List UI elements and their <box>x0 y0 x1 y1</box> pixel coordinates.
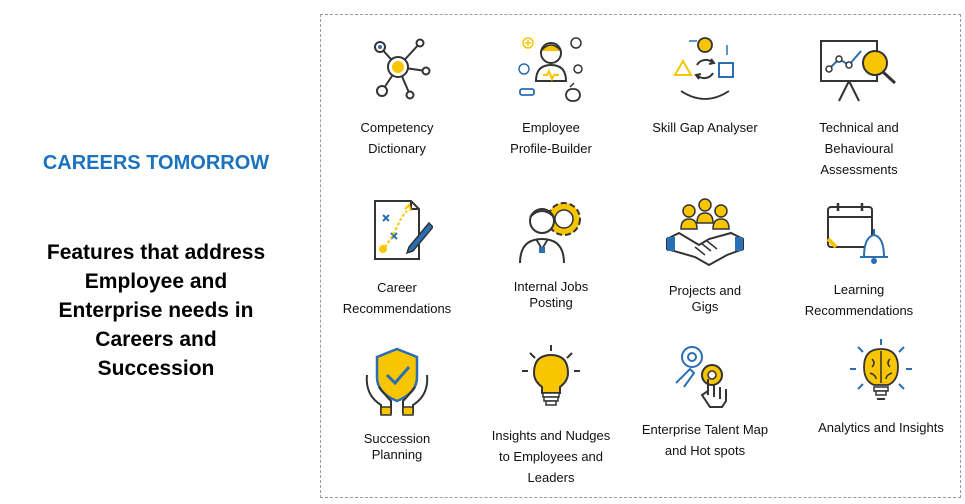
feature-assessments: Technical and Behavioural Assessments <box>781 37 937 180</box>
feature-label-line: Profile-Builder <box>510 141 592 156</box>
feature-label-line: Career <box>377 280 417 295</box>
feature-label-line: Learning <box>833 282 885 297</box>
feature-label-line: Behavioural <box>824 141 894 156</box>
section-heading: CAREERS TOMORROW <box>42 152 270 174</box>
internal-job-icon <box>519 202 581 264</box>
feature-label-line: Dictionary <box>368 141 426 156</box>
feature-label-line: Competency <box>360 120 434 135</box>
feature-internal-jobs-posting: Internal Jobs Posting <box>473 197 629 311</box>
feature-label-line: Employee <box>522 120 580 135</box>
feature-label-line: Enterprise Talent Map <box>641 422 769 437</box>
feature-label-line: Insights and Nudges <box>491 428 611 443</box>
feature-label-line: Recommendations <box>804 303 914 318</box>
section-subheading: Features that address Employee and Enter… <box>14 238 298 383</box>
presentation-chart-icon <box>820 40 897 102</box>
feature-label-line: Internal Jobs <box>513 279 589 294</box>
shield-hands-icon <box>365 347 429 416</box>
feature-label-line: Technical and <box>819 120 899 135</box>
feature-competency-dictionary: Competency Dictionary <box>319 35 475 159</box>
subheading-line: Features that address <box>46 241 266 264</box>
lightbulb-icon <box>522 345 580 406</box>
feature-label-line: Planning <box>371 447 423 462</box>
feature-label-line: Analytics and Insights <box>818 420 944 435</box>
touch-map-icon <box>675 346 727 408</box>
feature-skill-gap-analyser: Skill Gap Analyser <box>627 35 783 138</box>
feature-label-line: Assessments <box>820 162 898 177</box>
calendar-bell-icon <box>826 203 888 264</box>
feature-label-line: and Hot spots <box>664 443 746 458</box>
feature-insights-and-nudges: Insights and Nudges to Employees and Lea… <box>473 345 629 488</box>
subheading-line: Careers and <box>95 328 217 351</box>
feature-learning-recommendations: Learning Recommendations <box>781 199 937 321</box>
network-nodes-icon <box>374 38 431 100</box>
subheading-line: Employee and <box>84 270 228 293</box>
features-panel: Competency Dictionary Employee Profile-B… <box>320 14 961 498</box>
feature-succession-planning: Succession Planning <box>319 345 475 463</box>
subheading-line: Succession <box>97 357 215 380</box>
feature-label-line: Gigs <box>691 299 719 314</box>
feature-label-line: Recommendations <box>342 301 452 316</box>
handshake-team-icon <box>666 198 744 267</box>
feature-label-line: Posting <box>529 295 573 310</box>
feature-label-line: Skill Gap Analyser <box>652 120 758 135</box>
feature-career-recommendations: Career Recommendations <box>319 197 475 319</box>
feature-projects-and-gigs: Projects and Gigs <box>627 197 783 315</box>
brain-bulb-icon <box>850 339 912 400</box>
career-map-icon <box>374 200 433 260</box>
feature-analytics-and-insights: Analytics and Insights <box>803 339 959 438</box>
feature-label-line: to Employees and <box>498 449 604 464</box>
feature-employee-profile-builder: Employee Profile-Builder <box>473 35 629 159</box>
profile-builder-icon <box>518 37 583 102</box>
subheading-line: Enterprise needs in <box>58 299 254 322</box>
feature-enterprise-talent-map: Enterprise Talent Map and Hot spots <box>627 343 783 461</box>
feature-label-line: Succession <box>363 431 431 446</box>
feature-label-line: Projects and <box>668 283 742 298</box>
cycle-shapes-icon <box>673 37 734 100</box>
feature-label-line: Leaders <box>527 470 575 485</box>
